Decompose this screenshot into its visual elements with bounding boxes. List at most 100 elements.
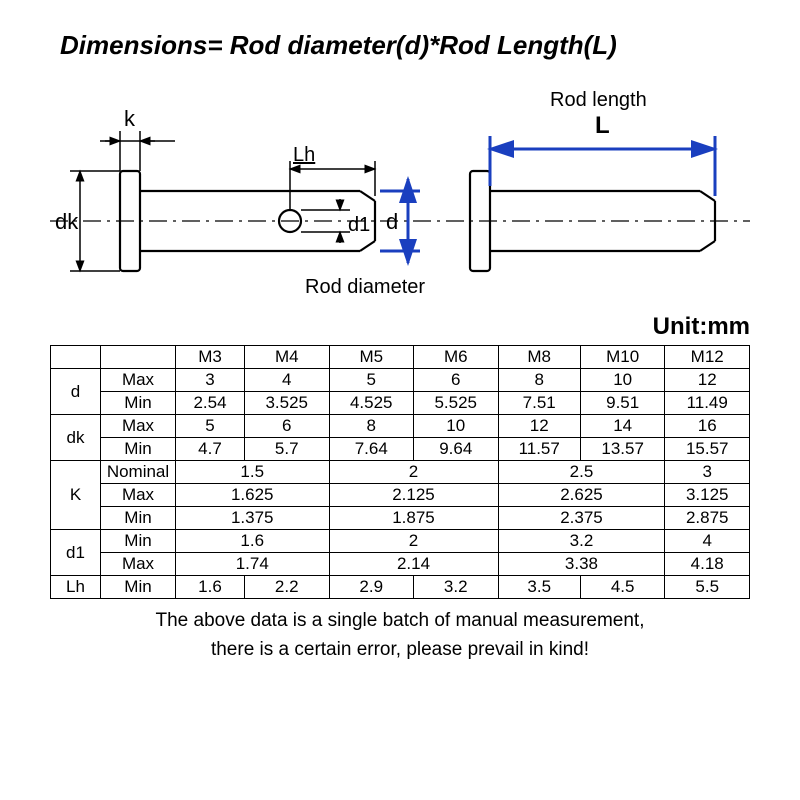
row-sub-label: Min (101, 438, 176, 461)
table-row: Max1.6252.1252.6253.125 (51, 484, 750, 507)
row-sub-label: Min (101, 392, 176, 415)
page-title: Dimensions= Rod diameter(d)*Rod Length(L… (60, 30, 750, 61)
cell: 1.74 (176, 553, 330, 576)
col-header: M5 (329, 346, 414, 369)
cell: 1.6 (176, 576, 245, 599)
cell: 10 (580, 369, 665, 392)
row-sub-label: Max (101, 369, 176, 392)
cell: 8 (498, 369, 580, 392)
col-header: M6 (414, 346, 499, 369)
cell: 5 (329, 369, 414, 392)
cell: 1.875 (329, 507, 498, 530)
cell: 2.375 (498, 507, 665, 530)
technical-diagram: dk k Lh (50, 71, 750, 311)
footnote: The above data is a single batch of manu… (50, 607, 750, 664)
row-group-label: Lh (51, 576, 101, 599)
spec-table: M3M4M5M6M8M10M12 dMax345681012Min2.543.5… (50, 345, 750, 599)
cell: 4.525 (329, 392, 414, 415)
col-header: M10 (580, 346, 665, 369)
table-row: Max1.742.143.384.18 (51, 553, 750, 576)
cell: 4.7 (176, 438, 245, 461)
row-sub-label: Max (101, 553, 176, 576)
cell: 15.57 (665, 438, 750, 461)
row-sub-label: Max (101, 484, 176, 507)
cell: 13.57 (580, 438, 665, 461)
row-sub-label: Max (101, 415, 176, 438)
cell: 2 (329, 530, 498, 553)
cell: 3.525 (245, 392, 330, 415)
cell: 4.5 (580, 576, 665, 599)
table-row: Min1.3751.8752.3752.875 (51, 507, 750, 530)
cell: 5.525 (414, 392, 499, 415)
cell: 3.5 (498, 576, 580, 599)
cell: 2.2 (245, 576, 330, 599)
cell: 3.125 (665, 484, 750, 507)
cell: 8 (329, 415, 414, 438)
col-header: M4 (245, 346, 330, 369)
cell: 7.64 (329, 438, 414, 461)
col-header: M8 (498, 346, 580, 369)
label-d: d (386, 209, 398, 234)
cell: 10 (414, 415, 499, 438)
cell: 12 (498, 415, 580, 438)
table-row: Min4.75.77.649.6411.5713.5715.57 (51, 438, 750, 461)
cell: 6 (245, 415, 330, 438)
cell: 1.375 (176, 507, 330, 530)
cell: 12 (665, 369, 750, 392)
table-row: d1Min1.623.24 (51, 530, 750, 553)
cell: 2.54 (176, 392, 245, 415)
table-row: LhMin1.62.22.93.23.54.55.5 (51, 576, 750, 599)
row-sub-label: Min (101, 507, 176, 530)
unit-label: Unit:mm (50, 313, 750, 341)
label-k: k (124, 106, 136, 131)
row-group-label: d (51, 369, 101, 415)
cell: 3 (665, 461, 750, 484)
row-sub-label: Nominal (101, 461, 176, 484)
col-header: M3 (176, 346, 245, 369)
cell: 1.6 (176, 530, 330, 553)
table-row: Min2.543.5254.5255.5257.519.5111.49 (51, 392, 750, 415)
row-sub-label: Min (101, 530, 176, 553)
cell: 4 (665, 530, 750, 553)
label-rod-diameter: Rod diameter (305, 276, 425, 298)
cell: 2.625 (498, 484, 665, 507)
cell: 7.51 (498, 392, 580, 415)
cell: 3.2 (498, 530, 665, 553)
cell: 1.625 (176, 484, 330, 507)
label-d1: d1 (348, 214, 370, 236)
cell: 5 (176, 415, 245, 438)
cell: 9.51 (580, 392, 665, 415)
cell: 2 (329, 461, 498, 484)
cell: 14 (580, 415, 665, 438)
cell: 1.5 (176, 461, 330, 484)
cell: 2.5 (498, 461, 665, 484)
table-row: KNominal1.522.53 (51, 461, 750, 484)
cell: 3.38 (498, 553, 665, 576)
cell: 5.5 (665, 576, 750, 599)
row-group-label: K (51, 461, 101, 530)
cell: 2.875 (665, 507, 750, 530)
cell: 6 (414, 369, 499, 392)
label-rod-length: Rod length (550, 89, 647, 111)
label-dk: dk (55, 209, 79, 234)
cell: 2.9 (329, 576, 414, 599)
col-header: M12 (665, 346, 750, 369)
cell: 3.2 (414, 576, 499, 599)
cell: 9.64 (414, 438, 499, 461)
label-Lh: Lh (293, 144, 315, 166)
cell: 5.7 (245, 438, 330, 461)
cell: 11.57 (498, 438, 580, 461)
cell: 4.18 (665, 553, 750, 576)
cell: 11.49 (665, 392, 750, 415)
table-row: dkMax56810121416 (51, 415, 750, 438)
cell: 2.125 (329, 484, 498, 507)
cell: 3 (176, 369, 245, 392)
row-group-label: dk (51, 415, 101, 461)
row-sub-label: Min (101, 576, 176, 599)
row-group-label: d1 (51, 530, 101, 576)
table-row: dMax345681012 (51, 369, 750, 392)
table-header-row: M3M4M5M6M8M10M12 (51, 346, 750, 369)
label-L: L (595, 112, 610, 139)
cell: 2.14 (329, 553, 498, 576)
cell: 16 (665, 415, 750, 438)
